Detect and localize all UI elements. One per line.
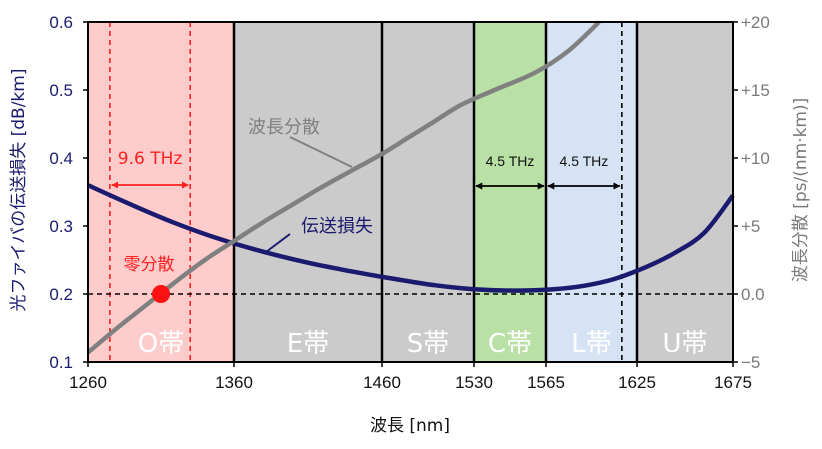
bandwidth-label-3: 4.5 THz <box>560 153 609 169</box>
y-left-tick-label: 0.5 <box>49 81 73 100</box>
y-left-tick-label: 0.1 <box>49 353 73 372</box>
y-right-tick-label: +15 <box>741 81 770 100</box>
band-1 <box>88 22 234 362</box>
band-5 <box>546 22 637 362</box>
series-line-2 <box>86 20 601 355</box>
y-left-axis-title: 光ファイバの伝送損失 [dB/km] <box>9 69 29 312</box>
loss-leader <box>265 233 291 253</box>
y-right-tick-label: 0.0 <box>741 285 765 304</box>
y-left-tick-label: 0.3 <box>49 217 73 236</box>
band-label-1: O帯 <box>138 329 184 359</box>
x-axis-title: 波長 [nm] <box>370 416 450 436</box>
y-right-tick-label: −5 <box>741 353 760 372</box>
loss-label: 伝送損失 <box>301 216 373 237</box>
x-tick-label: 1460 <box>363 373 401 392</box>
y-right-tick-label: +5 <box>741 217 760 236</box>
band-2 <box>234 22 382 362</box>
band-3 <box>382 22 474 362</box>
plot-frame <box>87 21 734 363</box>
zero-dispersion-label: 零分散 <box>124 255 175 275</box>
dispersion-label: 波長分散 <box>248 117 320 138</box>
band-4 <box>474 22 546 362</box>
x-tick-label: 1360 <box>215 373 253 392</box>
y-left-tick-label: 0.6 <box>49 13 73 32</box>
frame-layer <box>87 21 734 363</box>
band-label-4: C帯 <box>488 329 532 359</box>
ticks-layer: 0.1 0.2 0.3 0.4 0.5 0.6 −5 0.0 +5 +10 +15 +20 1260 13… <box>49 13 769 392</box>
x-tick-label: 1625 <box>618 373 656 392</box>
x-tick-label: 1530 <box>455 373 493 392</box>
x-tick-label: 1565 <box>527 373 565 392</box>
band-6 <box>637 22 733 362</box>
y-left-tick-label: 0.2 <box>49 285 73 304</box>
y-right-axis-title: 波長分散 [ps/(nm·km)] <box>791 98 811 282</box>
y-right-tick-label: +20 <box>741 13 770 32</box>
series-layer <box>86 20 735 355</box>
band-label-2: E帯 <box>287 329 329 359</box>
band-label-3: S帯 <box>407 329 450 359</box>
bandwidth-label-2: 4.5 THz <box>486 153 535 169</box>
band-label-5: L帯 <box>571 329 612 359</box>
bands-layer: O帯 E帯 S帯 C帯 L帯 U帯 <box>88 22 733 362</box>
band-label-6: U帯 <box>662 329 707 359</box>
bandwidth-label-1: 9.6 THz <box>118 149 183 169</box>
guides-layer <box>88 22 733 362</box>
dispersion-leader <box>289 136 353 168</box>
x-tick-label: 1675 <box>714 373 752 392</box>
zero-dispersion-point <box>152 285 170 303</box>
x-tick-label: 1260 <box>69 373 107 392</box>
y-right-tick-label: +10 <box>741 149 770 168</box>
y-left-tick-label: 0.4 <box>49 149 73 168</box>
series-line-1 <box>87 183 735 293</box>
